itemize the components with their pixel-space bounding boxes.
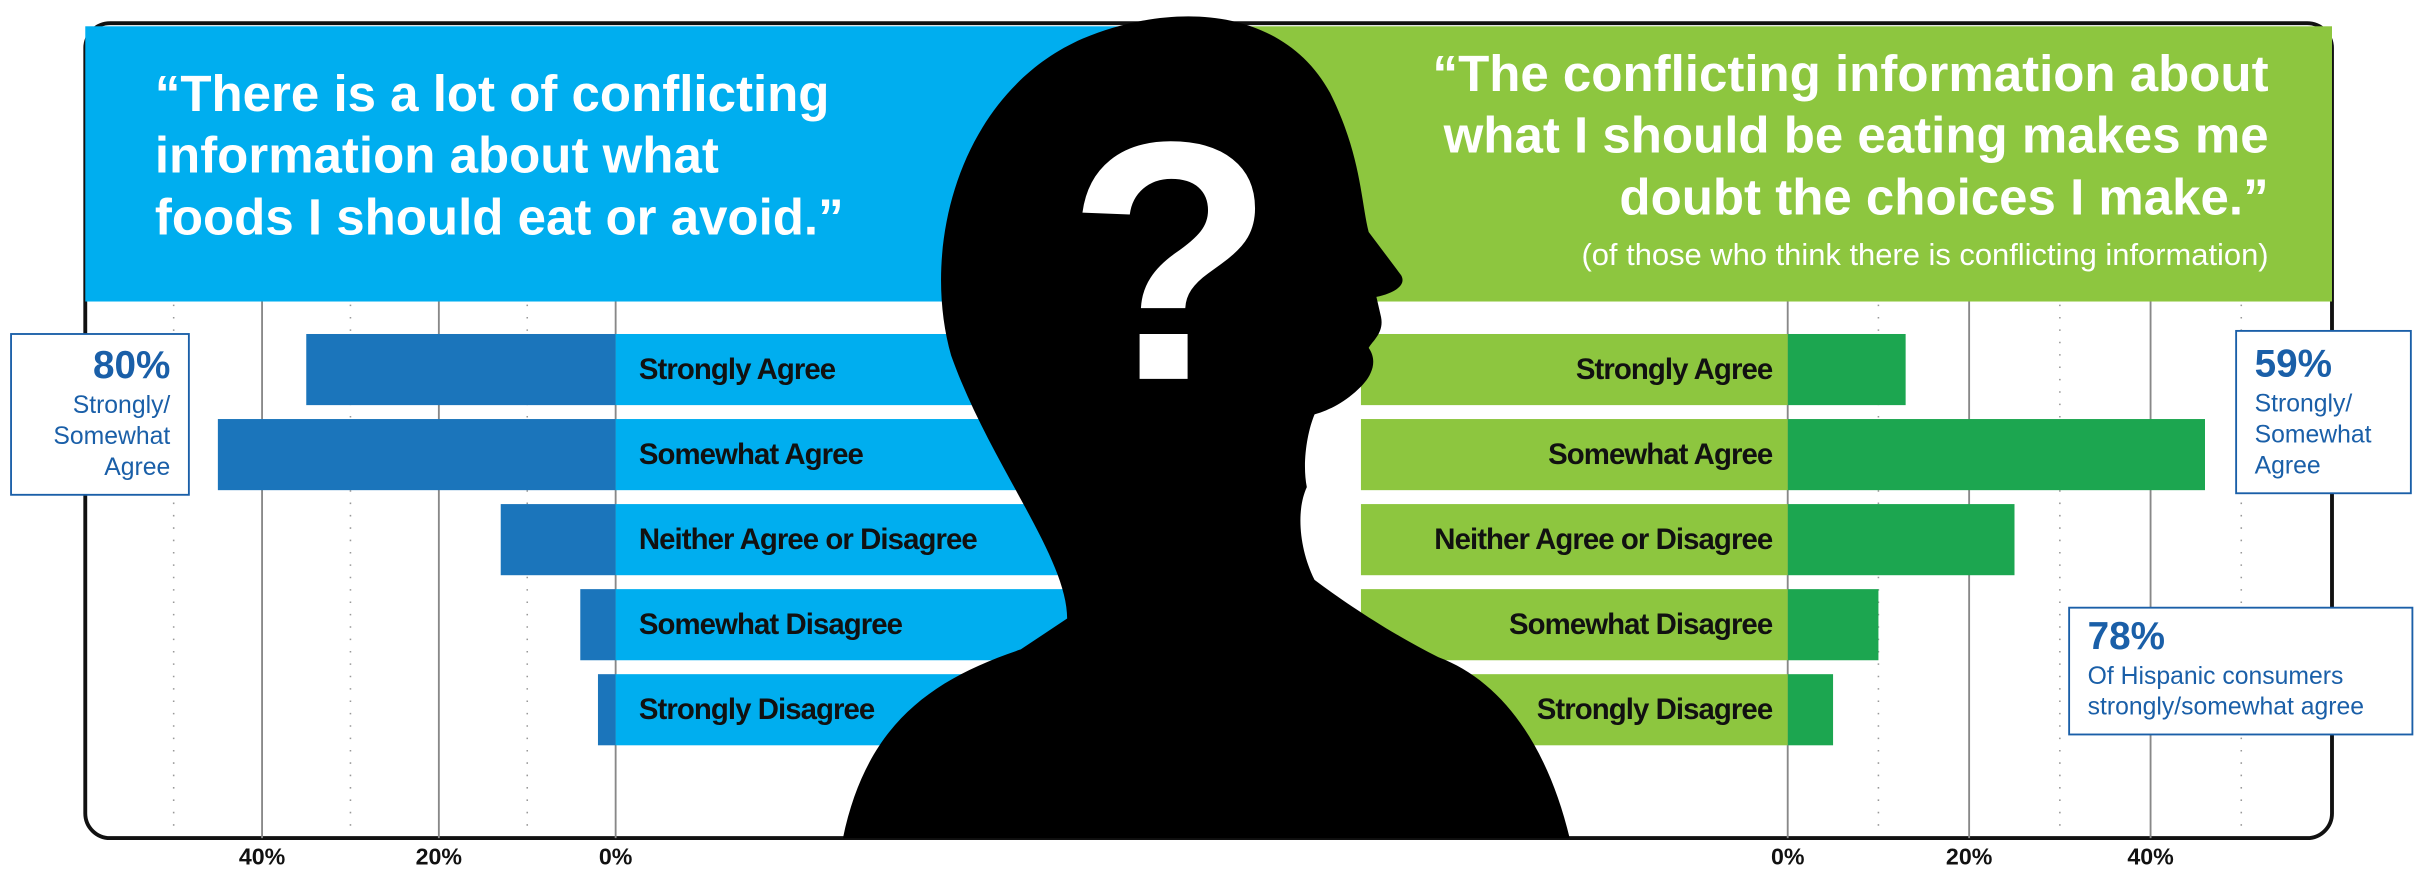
callout-text: Agree [104, 454, 170, 481]
category-band [1360, 504, 1788, 576]
x-tick-label: 40% [239, 843, 285, 869]
category-band [1360, 333, 1788, 406]
bar [597, 674, 616, 746]
callout-box [2068, 606, 2414, 736]
callout-text: Somewhat [53, 423, 170, 450]
category-label: Strongly Agree [1576, 353, 1773, 386]
callout-text: Somewhat [2255, 422, 2372, 449]
x-tick-label: 20% [1946, 843, 1992, 869]
bar [1787, 589, 1879, 661]
callout-value: 59% [2255, 343, 2332, 386]
bar [1787, 419, 2205, 491]
chart-title: information about what [155, 127, 719, 184]
category-label: Somewhat Disagree [1509, 608, 1773, 641]
chart-title: “The conflicting information about [1433, 45, 2269, 102]
callout-value: 78% [2088, 615, 2165, 658]
category-label: Strongly Agree [639, 353, 836, 386]
category-band [1360, 589, 1788, 661]
category-band [1360, 419, 1788, 491]
category-label: Somewhat Disagree [639, 608, 903, 641]
category-band [615, 589, 1083, 661]
callout-box [10, 333, 190, 496]
chart-subtitle: (of those who think there is conflicting… [1581, 237, 2268, 272]
bar [217, 419, 616, 491]
callout-text: strongly/somewhat agree [2088, 694, 2364, 721]
x-tick-label: 20% [416, 843, 462, 869]
callout-box [2235, 329, 2412, 495]
x-tick-label: 40% [2127, 843, 2173, 869]
category-label: Neither Agree or Disagree [639, 523, 978, 556]
bar [580, 589, 616, 661]
callout-text: Strongly/ [73, 392, 171, 419]
callout-text: Agree [2255, 453, 2321, 480]
bar [500, 504, 616, 576]
chart-title: “There is a lot of conflicting [155, 65, 830, 122]
category-label: Somewhat Agree [1548, 438, 1773, 471]
callout-value: 80% [93, 344, 170, 387]
header-band [1206, 26, 2332, 302]
x-tick-label: 0% [1771, 843, 1805, 869]
x-tick-label: 0% [599, 843, 633, 869]
category-label: Neither Agree or Disagree [1434, 523, 1773, 556]
bar [1787, 504, 2015, 576]
category-label: Strongly Disagree [639, 693, 875, 726]
category-band [615, 504, 1083, 576]
bar [1787, 333, 1906, 406]
question-mark: ? [1067, 72, 1275, 452]
category-label: Somewhat Agree [639, 438, 864, 471]
annotation-layer: 0% 20% 40% 80% Strongly/Somewhat Agree 0% 20% 40… [10, 329, 2414, 869]
callout-text: Of Hispanic consumers [2088, 663, 2344, 690]
chart-title: foods I should eat or avoid.” [155, 189, 844, 246]
callout-text: Strongly/ [2255, 391, 2353, 418]
category-label: Strongly Disagree [1537, 693, 1773, 726]
chart-title: what I should be eating makes me [1443, 107, 2269, 164]
chart-title: doubt the choices I make.” [1619, 168, 2268, 225]
bar [306, 333, 616, 406]
silhouette [842, 16, 1570, 839]
bar [1787, 674, 1834, 746]
